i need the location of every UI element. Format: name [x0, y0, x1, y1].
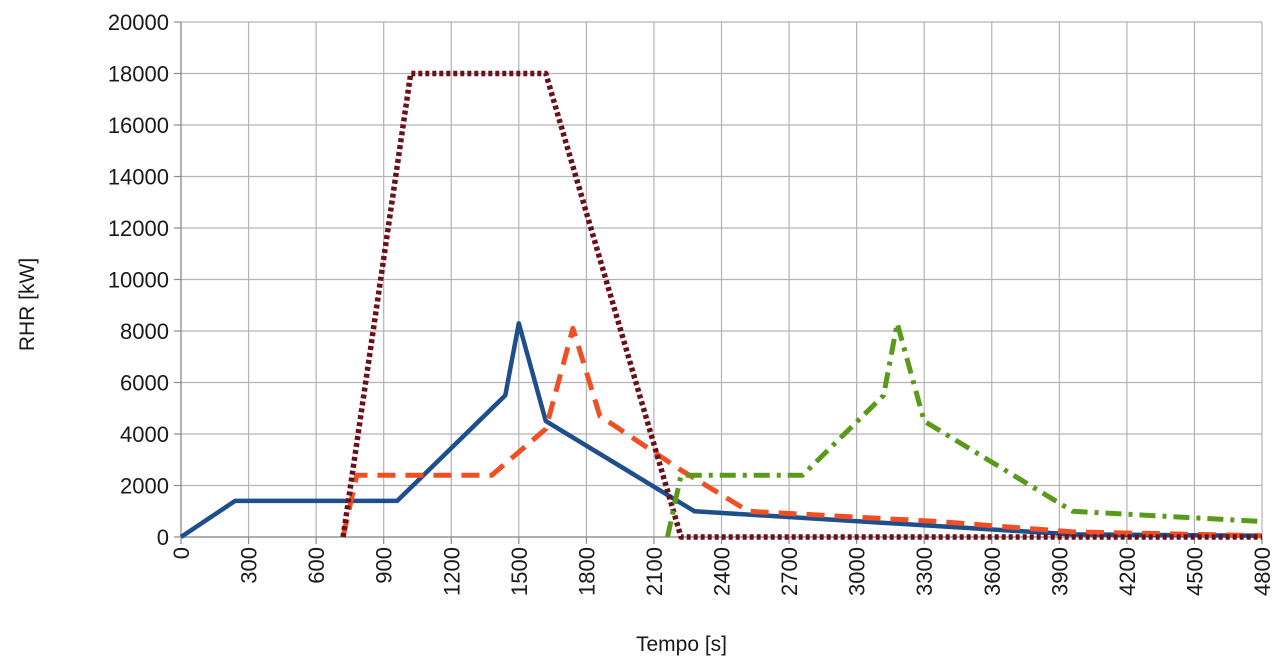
- x-tick-label: 4500: [1182, 547, 1207, 596]
- series-lines: [179, 70, 1263, 540]
- x-tick-label: 600: [304, 547, 329, 584]
- y-tick-label: 2000: [120, 474, 169, 499]
- y-tick-labels: 0 2000 4000 6000 8000 10000 12000 14000 16000 180…: [108, 10, 169, 550]
- x-tick-label: 3000: [845, 547, 870, 596]
- grid-lines: [180, 21, 1263, 538]
- x-axis-title: Tempo [s]: [636, 633, 727, 656]
- series-line-2: [340, 325, 1263, 539]
- y-tick-label: 6000: [120, 371, 169, 396]
- x-tick-label: 3900: [1047, 547, 1072, 596]
- y-tick-label: 10000: [108, 268, 169, 293]
- y-tick-label: 20000: [108, 10, 169, 35]
- y-tick-label: 16000: [108, 113, 169, 138]
- x-tick-label: 4200: [1115, 547, 1140, 596]
- x-tick-label: 0: [169, 547, 194, 559]
- y-tick-label: 12000: [108, 216, 169, 241]
- x-tick-label: 3300: [912, 547, 937, 596]
- x-tick-label: 300: [237, 547, 262, 584]
- x-tick-label: 1800: [574, 547, 599, 596]
- series-line-3: [340, 70, 1262, 540]
- x-tick-label: 4800: [1250, 547, 1273, 596]
- x-tick-label: 2100: [642, 547, 667, 596]
- x-tick-label: 2700: [777, 547, 802, 596]
- y-tick-label: 0: [157, 525, 169, 550]
- y-tick-label: 14000: [108, 165, 169, 190]
- axes: [174, 21, 1263, 544]
- y-tick-label: 4000: [120, 422, 169, 447]
- x-tick-label: 2400: [710, 547, 735, 596]
- y-tick-label: 8000: [120, 319, 169, 344]
- y-tick-label: 18000: [108, 62, 169, 87]
- x-tick-label: 900: [372, 547, 397, 584]
- x-tick-label: 3600: [980, 547, 1005, 596]
- x-tick-label: 1200: [439, 547, 464, 596]
- y-axis-title: RHR [kW]: [16, 258, 39, 351]
- x-tick-labels: 0 300 600 900 1200 1500 1800 2100 2400 2700 3000 33…: [169, 547, 1273, 596]
- series-line-1: [179, 321, 1263, 539]
- x-tick-label: 1500: [507, 547, 532, 596]
- series-line-4: [665, 320, 1263, 538]
